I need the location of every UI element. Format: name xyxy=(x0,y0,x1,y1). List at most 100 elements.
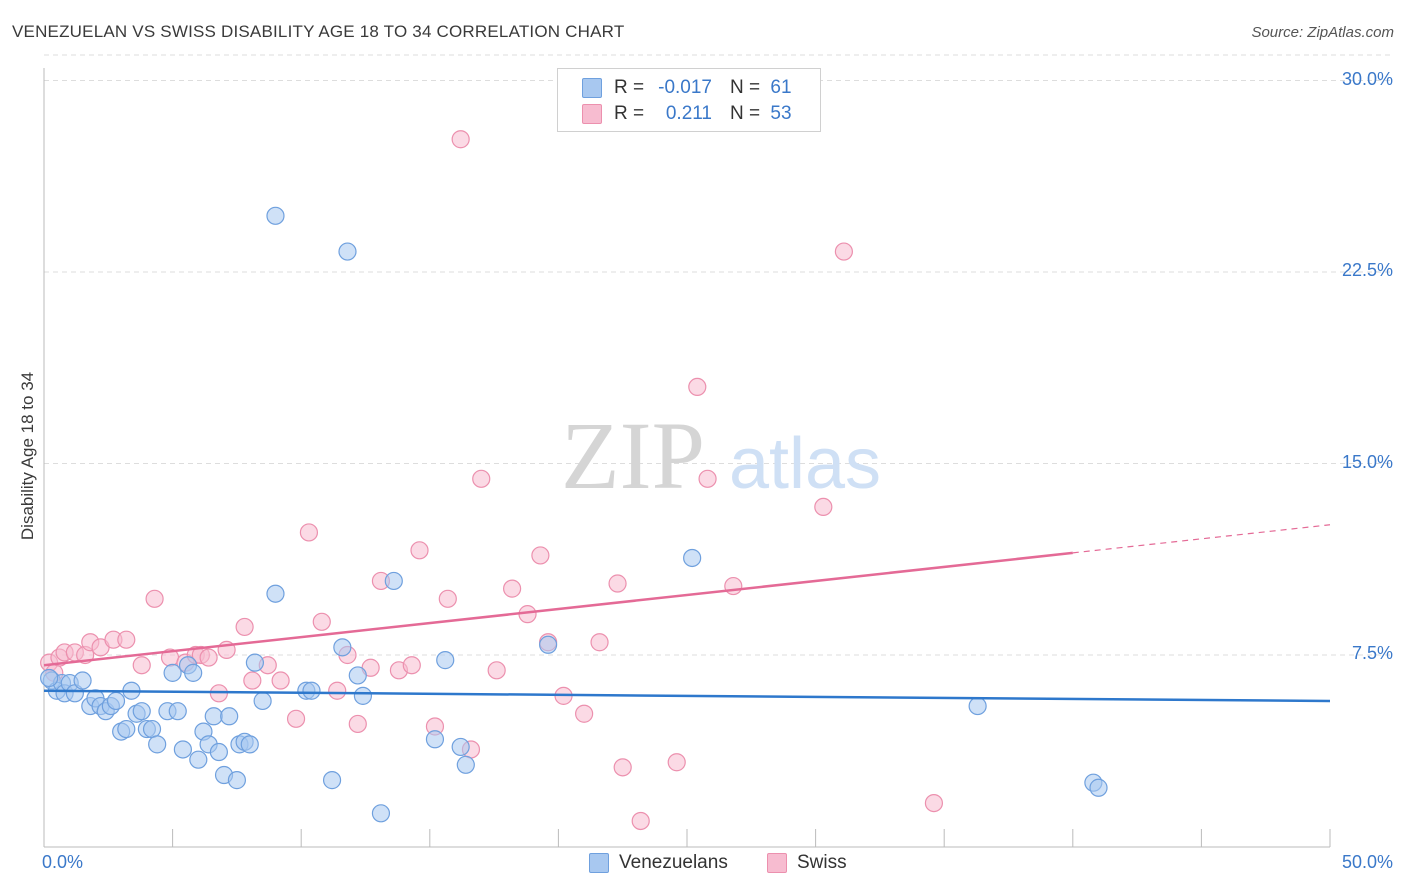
data-point xyxy=(132,702,151,721)
grid-lines xyxy=(44,54,1394,656)
trend-line-swiss-extension xyxy=(1072,524,1331,554)
data-point xyxy=(338,242,357,261)
data-point xyxy=(531,546,550,565)
data-point xyxy=(117,719,136,739)
data-point xyxy=(371,804,391,823)
data-point xyxy=(142,719,162,739)
data-point xyxy=(132,656,151,675)
x-tick-min: 0.0% xyxy=(42,852,84,872)
data-point xyxy=(683,548,702,568)
data-point xyxy=(199,648,218,667)
data-point xyxy=(410,541,429,560)
data-point xyxy=(235,617,254,637)
data-point xyxy=(312,612,331,631)
data-point xyxy=(472,469,491,488)
data-point xyxy=(333,638,352,657)
data-point xyxy=(698,469,717,488)
watermark: ZIP atlas xyxy=(561,402,881,509)
stats-legend: R = -0.017 N = 61 R = 0.211 N = 53 xyxy=(557,68,821,132)
chart-title: VENEZUELAN VS SWISS DISABILITY AGE 18 TO… xyxy=(12,22,625,41)
data-point xyxy=(117,630,136,649)
legend-item-swiss[interactable]: Swiss xyxy=(767,852,847,874)
data-point xyxy=(253,691,272,711)
data-point xyxy=(1089,778,1108,797)
data-point xyxy=(184,663,203,682)
watermark-atlas: atlas xyxy=(729,424,881,504)
data-point xyxy=(487,661,506,680)
watermark-zip: ZIP xyxy=(561,402,705,509)
data-point xyxy=(667,753,686,772)
legend-swatch-swiss xyxy=(582,104,602,124)
data-point xyxy=(456,755,475,774)
trend-line-swiss xyxy=(43,551,1073,667)
data-point xyxy=(348,666,367,685)
y-axis-title: Disability Age 18 to 34 xyxy=(18,371,37,541)
data-point xyxy=(271,671,290,690)
data-point xyxy=(575,704,594,723)
data-point xyxy=(968,696,987,716)
data-point xyxy=(240,735,259,754)
data-point xyxy=(227,771,246,790)
data-point xyxy=(145,589,164,608)
axes xyxy=(43,68,1331,848)
data-point xyxy=(209,742,228,762)
data-point xyxy=(173,740,192,759)
source-label: Source: ZipAtlas.com xyxy=(1251,24,1394,41)
data-point xyxy=(148,735,167,754)
data-point xyxy=(302,681,321,700)
data-point xyxy=(328,681,347,700)
data-point xyxy=(348,714,367,734)
data-point xyxy=(322,771,342,790)
data-point xyxy=(451,737,470,757)
legend-swatch-swiss xyxy=(767,853,787,873)
data-point xyxy=(245,653,265,672)
data-point xyxy=(189,750,208,769)
legend-label-venezuelans: Venezuelans xyxy=(619,852,728,873)
data-point xyxy=(204,707,223,726)
legend-label-swiss: Swiss xyxy=(797,852,847,873)
legend-swatch-venezuelans xyxy=(589,853,609,873)
data-point xyxy=(299,523,319,542)
data-point xyxy=(688,377,707,396)
data-point xyxy=(631,811,650,831)
legend-swatch-venezuelans xyxy=(582,78,602,98)
legend-row-swiss: R = 0.211 N = 53 xyxy=(582,101,796,127)
data-point xyxy=(608,574,627,593)
data-point xyxy=(243,671,262,690)
data-point xyxy=(106,691,126,711)
y-tick-label: 7.5% xyxy=(1351,643,1393,663)
data-point xyxy=(266,206,285,225)
r-label: R = xyxy=(614,103,645,124)
data-point xyxy=(503,579,522,598)
data-point xyxy=(451,130,470,149)
data-point xyxy=(834,242,853,261)
n-label: N = xyxy=(730,77,761,98)
data-point xyxy=(436,651,455,670)
legend-item-venezuelans[interactable]: Venezuelans xyxy=(589,852,728,874)
data-point xyxy=(613,758,632,777)
n-value: 61 xyxy=(770,77,792,98)
r-value: -0.017 xyxy=(658,77,712,98)
venezuelan-points xyxy=(40,206,1108,823)
data-point xyxy=(402,656,421,675)
trend-lines xyxy=(43,524,1331,703)
data-point xyxy=(40,668,59,688)
trend-line-venezuelans xyxy=(43,689,1331,703)
y-tick-label: 22.5% xyxy=(1341,260,1393,280)
legend-row-venezuelans: R = -0.017 N = 61 xyxy=(582,75,796,101)
data-point xyxy=(425,730,445,749)
n-value: 53 xyxy=(770,103,792,124)
data-point xyxy=(590,633,609,652)
series-legend: Venezuelans Swiss xyxy=(0,852,1406,878)
data-point xyxy=(220,707,239,726)
data-point xyxy=(724,576,743,596)
data-point xyxy=(286,709,306,728)
data-point xyxy=(168,702,187,721)
data-point xyxy=(353,686,373,705)
r-label: R = xyxy=(614,77,645,98)
data-point xyxy=(924,793,944,813)
n-label: N = xyxy=(730,103,761,124)
r-value: 0.211 xyxy=(665,103,712,124)
data-point xyxy=(266,584,285,603)
